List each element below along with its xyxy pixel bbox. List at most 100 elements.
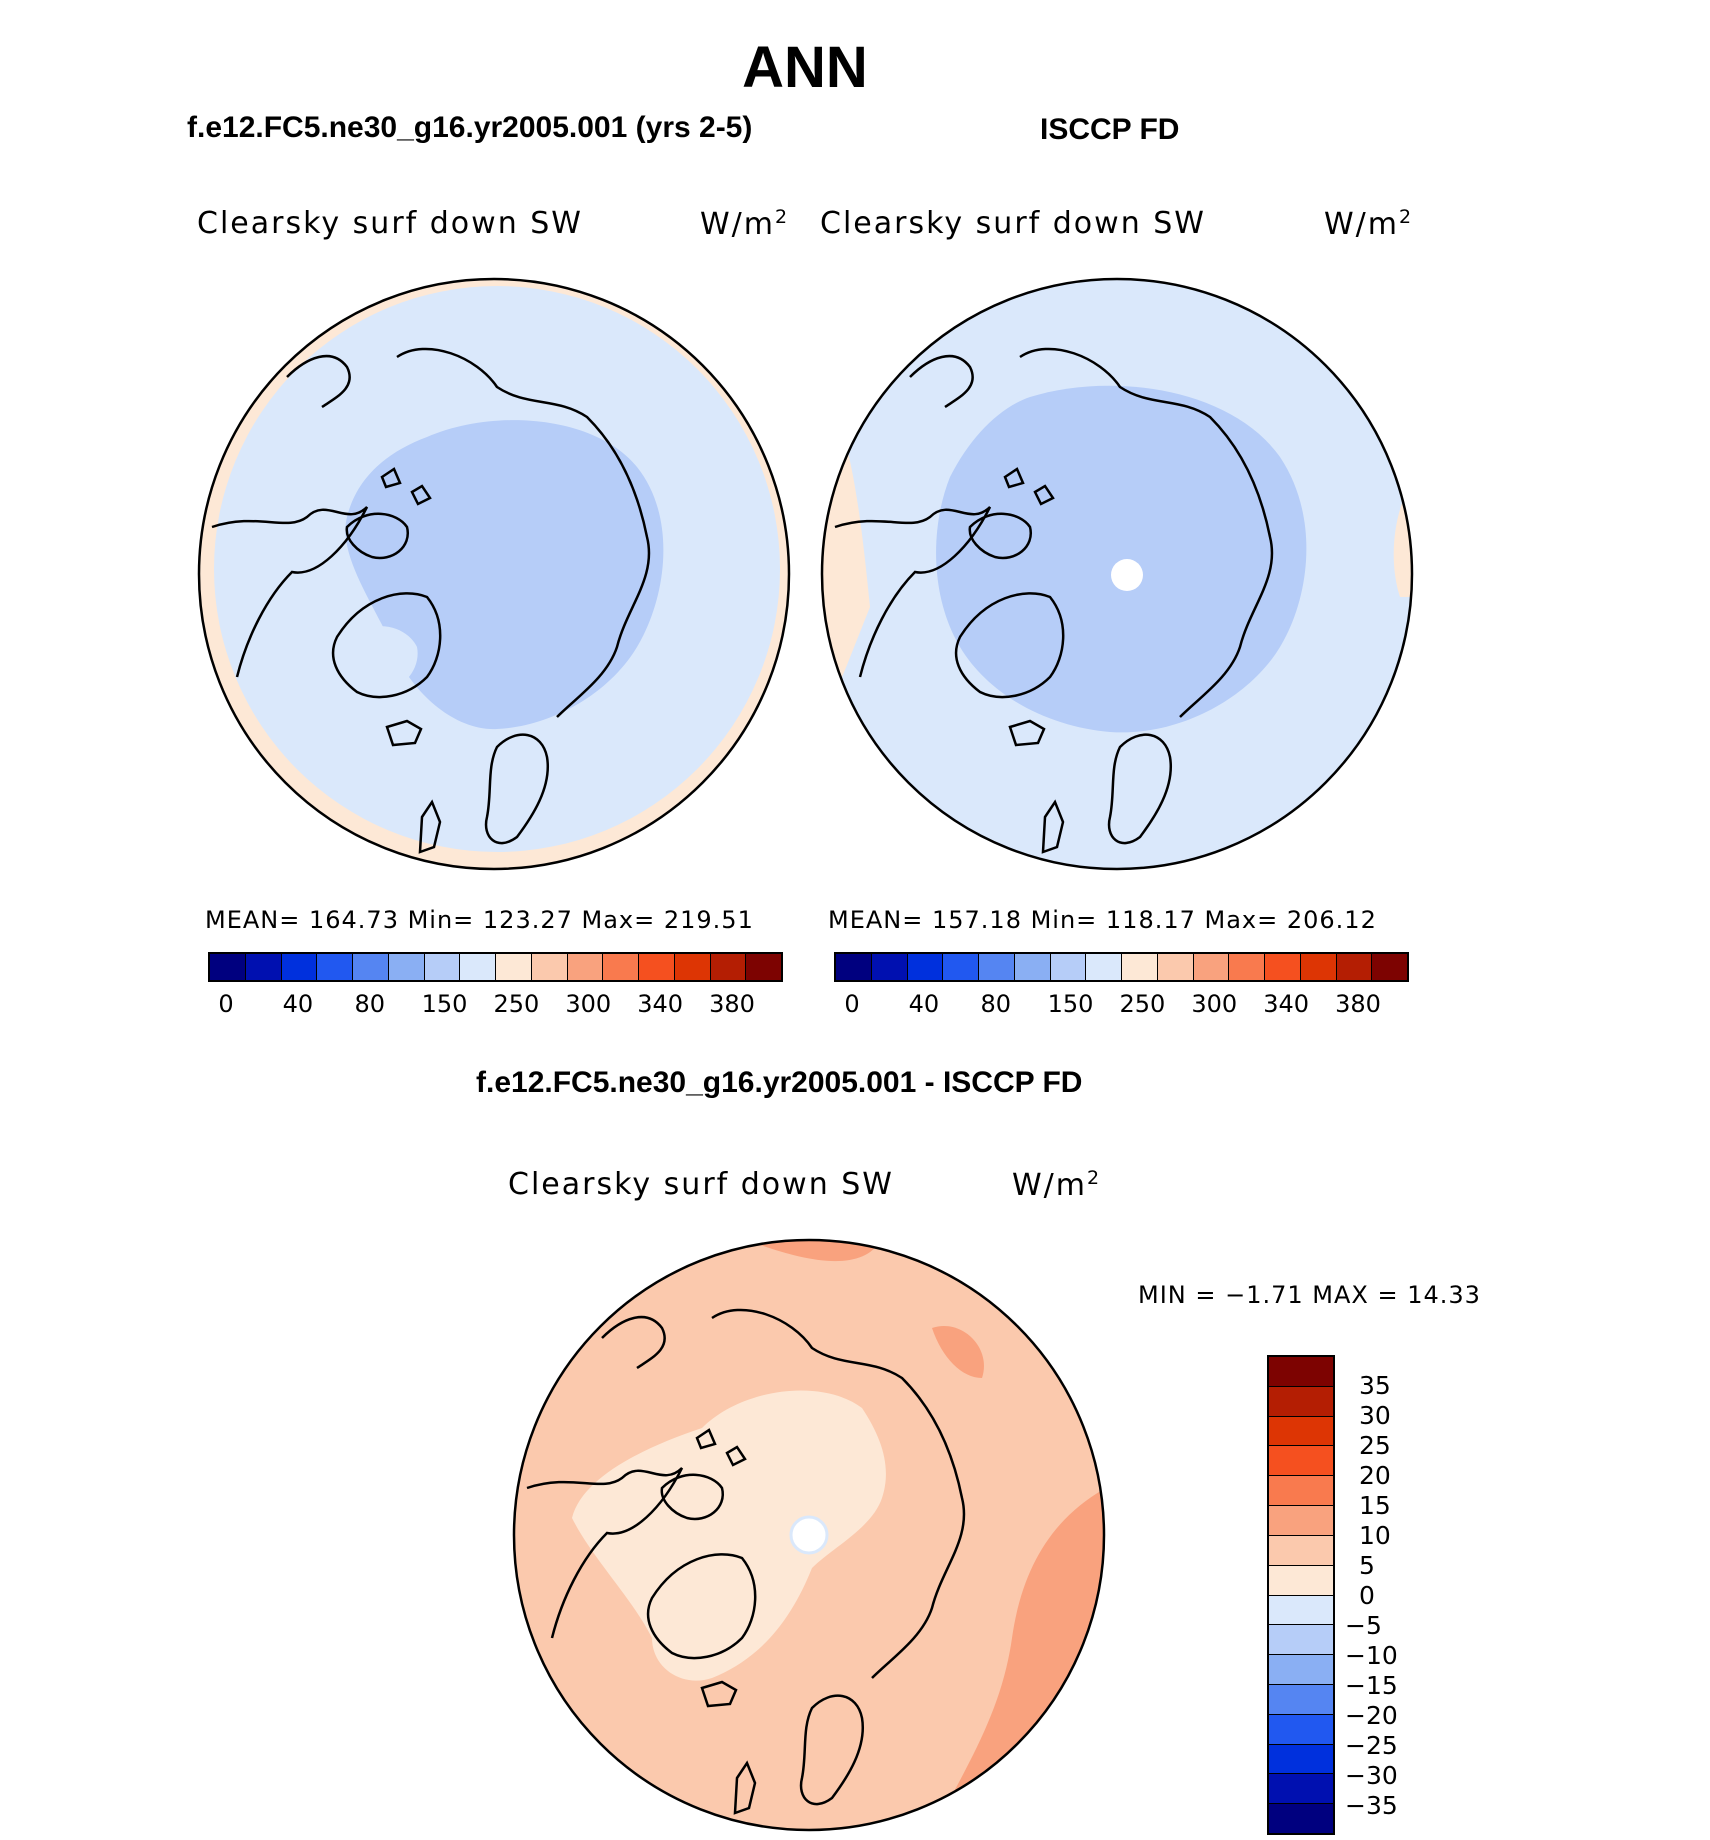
colorbar-swatch <box>1269 1535 1333 1566</box>
colorbar-tick-label: 300 <box>565 990 612 1018</box>
left-coastline-north-america <box>211 506 369 678</box>
left-units-exponent: 2 <box>775 206 790 228</box>
diff-low-center <box>572 1390 886 1681</box>
main-title: ANN <box>742 35 868 100</box>
colorbar-tick-label: 80 <box>354 990 385 1018</box>
colorbar-swatch <box>1269 1446 1333 1477</box>
right-pole-hole <box>1111 559 1143 591</box>
colorbar-swatch <box>424 954 461 980</box>
colorbar-tick-label: 150 <box>421 990 468 1018</box>
diff-variable-label: Clearsky surf down SW <box>508 1167 894 1202</box>
colorbar-swatch <box>1269 1684 1333 1715</box>
colorbar-tick-label: −30 <box>1345 1761 1398 1790</box>
colorbar-swatch <box>353 954 389 980</box>
left-coastline-alaska <box>286 355 351 409</box>
right-stats: MEAN= 157.18 Min= 118.17 Max= 206.12 <box>828 906 1377 934</box>
colorbar-tick-label: 0 <box>844 990 860 1018</box>
left-map-border <box>197 277 791 871</box>
colorbar-swatch <box>943 954 979 980</box>
colorbar-swatch <box>567 954 604 980</box>
colorbar-swatch <box>1086 954 1122 980</box>
left-colorbar <box>208 952 783 982</box>
right-map-border <box>820 277 1414 871</box>
colorbar-swatch <box>1372 954 1407 980</box>
colorbar-tick-label: 20 <box>1359 1461 1391 1490</box>
right-coastline-north-america <box>834 506 992 678</box>
colorbar-tick-label: 0 <box>218 990 234 1018</box>
colorbar-swatch <box>1269 1476 1333 1507</box>
diff-units-exponent: 2 <box>1087 1167 1102 1189</box>
left-coastline-iceland <box>385 719 423 747</box>
colorbar-swatch <box>1269 1774 1333 1805</box>
diff-coastline-north-america <box>526 1467 684 1639</box>
diff-coastline-uk <box>733 1760 757 1815</box>
colorbar-swatch <box>317 954 353 980</box>
diff-units-label: W/m2 <box>1012 1167 1101 1203</box>
colorbar-swatch <box>603 954 639 980</box>
colorbar-swatch <box>639 954 675 980</box>
diff-coastline-scandinavia <box>799 1694 865 1806</box>
colorbar-swatch <box>281 954 318 980</box>
left-coastline-scandinavia <box>484 733 550 845</box>
right-colorbar-ticks: 0 40 80 150 250 300 340 380 <box>834 990 1409 1020</box>
right-units-exponent: 2 <box>1399 206 1414 228</box>
colorbar-tick-label: 380 <box>1335 990 1381 1018</box>
colorbar-tick-label: 10 <box>1359 1521 1391 1550</box>
colorbar-swatch <box>907 954 944 980</box>
colorbar-tick-label: 150 <box>1047 990 1094 1018</box>
left-coastline-greenland <box>331 592 442 699</box>
colorbar-swatch <box>979 954 1015 980</box>
diff-pole-hole <box>789 1515 829 1555</box>
right-colorbar <box>834 952 1409 982</box>
colorbar-tick-label: 300 <box>1191 990 1238 1018</box>
right-polar-map <box>820 277 1414 871</box>
colorbar-swatch <box>1157 954 1194 980</box>
colorbar-tick-label: 250 <box>493 990 540 1018</box>
colorbar-swatch <box>1269 1416 1333 1447</box>
colorbar-swatch <box>1269 1357 1333 1387</box>
colorbar-swatch <box>496 954 532 980</box>
left-units-label: W/m2 <box>700 206 789 242</box>
colorbar-tick-label: −15 <box>1345 1671 1398 1700</box>
colorbar-tick-label: 80 <box>980 990 1011 1018</box>
colorbar-swatch <box>871 954 908 980</box>
right-coastline-iceland <box>1008 719 1046 747</box>
colorbar-swatch <box>1014 954 1051 980</box>
difference-polar-map <box>512 1238 1106 1832</box>
left-stats: MEAN= 164.73 Min= 123.27 Max= 219.51 <box>205 906 754 934</box>
right-coastline-canadian-archipelago <box>968 467 1055 560</box>
colorbar-tick-label: −10 <box>1345 1641 1398 1670</box>
left-polar-map <box>197 277 791 871</box>
right-coastline-alaska <box>909 355 974 409</box>
colorbar-swatch <box>1300 954 1337 980</box>
left-coastline-uk <box>418 799 442 854</box>
colorbar-swatch <box>1265 954 1301 980</box>
colorbar-swatch <box>1269 1595 1333 1626</box>
colorbar-swatch <box>1269 1655 1333 1685</box>
colorbar-tick-label: −35 <box>1345 1791 1398 1820</box>
diff-stats: MIN = −1.71 MAX = 14.33 <box>1138 1281 1481 1309</box>
diff-units-base: W/m <box>1012 1168 1087 1203</box>
colorbar-swatch <box>460 954 496 980</box>
diff-high-north <box>932 1326 984 1378</box>
colorbar-swatch <box>836 954 872 980</box>
colorbar-tick-label: 25 <box>1359 1431 1391 1460</box>
colorbar-tick-label: −20 <box>1345 1701 1398 1730</box>
colorbar-tick-label: 5 <box>1359 1551 1375 1580</box>
colorbar-swatch <box>1269 1744 1333 1775</box>
colorbar-swatch <box>1336 954 1373 980</box>
colorbar-swatch <box>746 954 781 980</box>
colorbar-tick-label: 0 <box>1359 1581 1375 1610</box>
colorbar-swatch <box>1269 1714 1333 1745</box>
colorbar-swatch <box>1229 954 1265 980</box>
right-coastline-siberia <box>1019 347 1274 718</box>
colorbar-tick-label: 380 <box>709 990 755 1018</box>
diff-coastline-alaska <box>601 1316 666 1370</box>
colorbar-tick-label: 35 <box>1359 1371 1391 1400</box>
left-colorbar-ticks: 0 40 80 150 250 300 340 380 <box>208 990 783 1020</box>
colorbar-swatch <box>1269 1565 1333 1596</box>
colorbar-swatch <box>388 954 425 980</box>
colorbar-tick-label: 340 <box>1263 990 1310 1018</box>
difference-colorbar <box>1267 1355 1335 1835</box>
colorbar-swatch <box>674 954 711 980</box>
